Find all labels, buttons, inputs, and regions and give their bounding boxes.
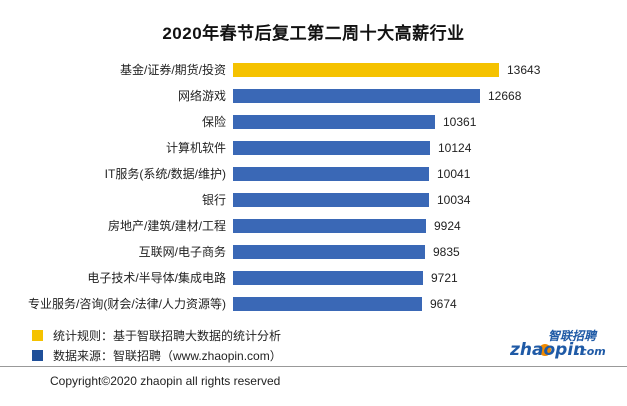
category-label: 电子技术/半导体/集成电路 [87, 270, 226, 285]
value-label: 10041 [437, 167, 471, 181]
value-label: 13643 [507, 63, 541, 77]
bar [233, 167, 429, 181]
bar-chart: 基金/证券/期货/投资 13643 网络游戏 12668 保险 10361 计算机软件 101… [28, 62, 541, 311]
legend-text-source: 数据来源：智联招聘（www.zhaopin.com） [53, 348, 282, 363]
category-label: 互联网/电子商务 [139, 244, 226, 259]
value-label: 9721 [431, 271, 458, 285]
value-label: 12668 [488, 89, 522, 103]
bar [233, 141, 430, 155]
bar [233, 115, 435, 129]
value-label: 9674 [430, 297, 457, 311]
value-label: 10124 [438, 141, 472, 155]
svg-text:智联招聘: 智联招聘 [548, 329, 598, 343]
bar [233, 297, 422, 311]
svg-text:zhaopin: zhaopin [510, 340, 585, 360]
svg-text:.com: .com [576, 345, 606, 358]
value-label: 9924 [434, 219, 461, 233]
category-label: 专业服务/咨询(财会/法律/人力资源等) [28, 296, 226, 311]
legend-item-source: 数据来源：智联招聘（www.zhaopin.com） [32, 347, 282, 363]
category-label: 计算机软件 [166, 140, 226, 155]
bar [233, 245, 425, 259]
zhaopin-logo: 智联招聘 zhaopin .com [510, 329, 606, 360]
value-label: 10034 [437, 193, 471, 207]
legend-text-rule: 统计规则：基于智联招聘大数据的统计分析 [53, 328, 282, 343]
legend-swatch-rule [32, 329, 43, 341]
bar [233, 271, 423, 285]
bar [233, 89, 480, 103]
bar [233, 219, 426, 233]
category-label: 保险 [202, 114, 226, 129]
bar [233, 63, 499, 77]
category-label: 房地产/建筑/建材/工程 [108, 218, 226, 233]
category-label: 银行 [202, 193, 226, 207]
category-label: IT服务(系统/数据/维护) [105, 166, 226, 181]
category-label: 网络游戏 [178, 88, 226, 103]
value-label: 9835 [433, 245, 460, 259]
copyright-text: Copyright©2020 zhaopin all rights reserv… [50, 374, 281, 388]
bar [233, 193, 429, 207]
legend-swatch-source [32, 349, 43, 361]
chart-title: 2020年春节后复工第二周十大高薪行业 [162, 24, 465, 43]
category-label: 基金/证券/期货/投资 [120, 62, 226, 77]
legend-item-rule: 统计规则：基于智联招聘大数据的统计分析 [32, 327, 281, 343]
footer: Copyright©2020 zhaopin all rights reserv… [0, 366, 627, 397]
value-label: 10361 [443, 115, 477, 129]
